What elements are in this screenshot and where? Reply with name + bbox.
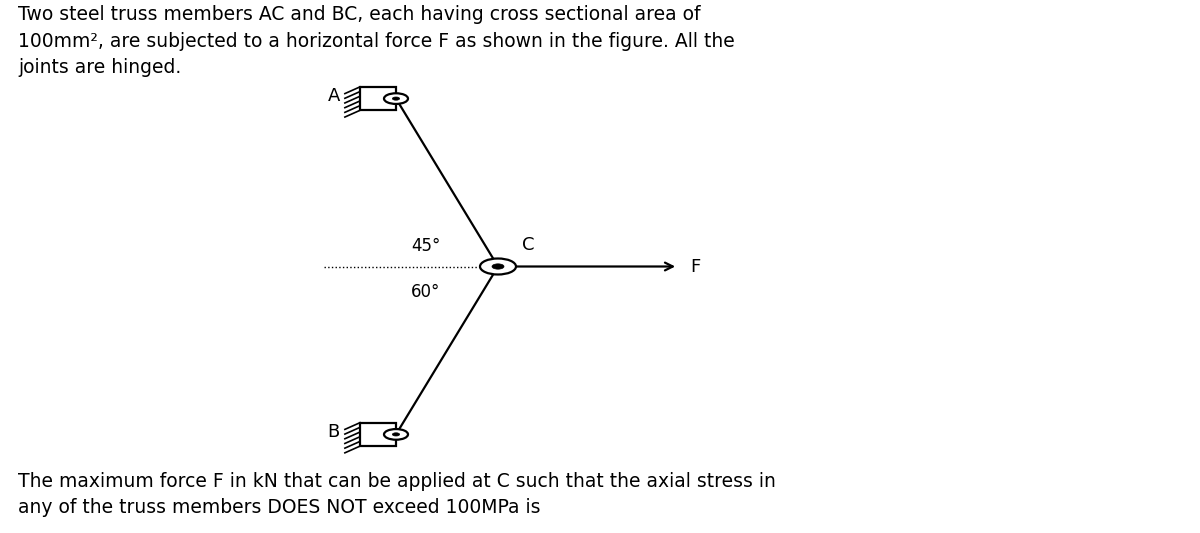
Circle shape <box>384 429 408 440</box>
Text: 45°: 45° <box>412 237 440 255</box>
Text: F: F <box>690 257 701 276</box>
Circle shape <box>392 97 400 100</box>
Text: Two steel truss members AC and BC, each having cross sectional area of
100mm², a: Two steel truss members AC and BC, each … <box>18 5 734 77</box>
Text: B: B <box>328 423 340 441</box>
Text: C: C <box>522 236 534 254</box>
Text: A: A <box>328 87 340 105</box>
Text: 60°: 60° <box>412 283 440 301</box>
Circle shape <box>392 433 400 436</box>
Circle shape <box>492 264 504 269</box>
Polygon shape <box>360 87 396 110</box>
Text: The maximum force F in kN that can be applied at C such that the axial stress in: The maximum force F in kN that can be ap… <box>18 472 776 517</box>
Circle shape <box>480 259 516 274</box>
Circle shape <box>384 93 408 104</box>
Polygon shape <box>360 423 396 446</box>
